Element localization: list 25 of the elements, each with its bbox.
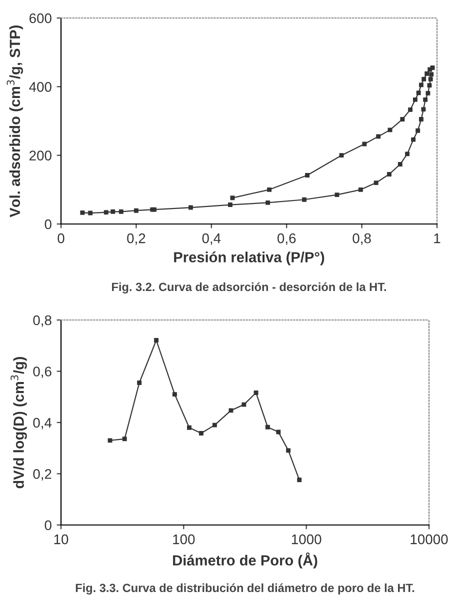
x-tick-label: 100 <box>173 534 195 544</box>
x-tick-label: 10 <box>54 534 68 544</box>
y-tick-label: 0,4 <box>33 418 52 430</box>
y-tick-label: 600 <box>30 13 52 24</box>
x-tick-label: 0,8 <box>352 233 371 245</box>
caption: Fig. 3.3. Curva de distribución del diámetro de poro de la HT. <box>76 583 414 594</box>
y-tick-label: 200 <box>30 150 52 161</box>
y-tick-label: 400 <box>29 82 52 92</box>
x-tick-label: 10000 <box>410 534 448 544</box>
x-axis-title: Presión relativa (P/P°) <box>174 252 324 266</box>
y-tick-label: 0 <box>44 219 52 230</box>
y-tick-label: 0 <box>44 520 52 530</box>
y-axis-title: Vol. adsorbido (cm$^{3}$/g, STP) <box>6 25 24 218</box>
x-tick-label: 1 <box>434 234 440 244</box>
x-tick-label: 0,6 <box>277 233 296 245</box>
x-tick-label: 0 <box>58 233 64 244</box>
x-tick-label: 0,4 <box>202 233 221 245</box>
y-axis-title: dV/d log(D) (cm$^{3}$/g) <box>10 356 27 488</box>
y-tick-label: 0,2 <box>33 469 52 481</box>
x-tick-label: 0,2 <box>127 233 146 245</box>
caption: Fig. 3.2. Curva de adsorción - desorción de la HT. <box>112 282 386 294</box>
y-tick-label: 0,8 <box>33 315 52 327</box>
x-axis-title: Diámetro de Poro (Å) <box>173 552 318 568</box>
x-tick-label: 1000 <box>292 534 322 544</box>
y-tick-label: 0,6 <box>33 366 52 378</box>
